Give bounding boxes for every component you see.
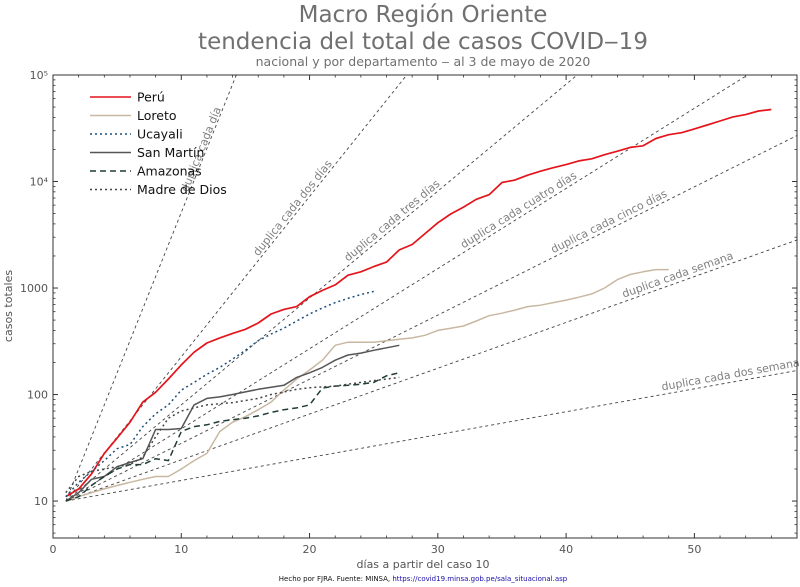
- footer-text: Hecho por FJRA. Fuente: MINSA,: [279, 575, 393, 583]
- reference-line: [65, 135, 797, 502]
- x-tick-label: 20: [303, 543, 317, 556]
- series-lines: [65, 108, 772, 502]
- chart-title: Macro Región Oriente: [299, 2, 548, 28]
- legend-label: San Martín: [137, 145, 204, 160]
- x-axis-label: días a partir del caso 10: [357, 558, 490, 571]
- series-line: [65, 372, 400, 502]
- x-tick-label: 10: [174, 543, 188, 556]
- legend-label: Amazonas: [137, 164, 202, 179]
- x-tick-label: 50: [687, 543, 701, 556]
- chart-subtitle: nacional y por departamento ‒ al 3 de ma…: [256, 54, 591, 69]
- y-tick-label: 10⁵: [30, 69, 48, 82]
- series-line: [65, 344, 400, 502]
- y-tick-label: 100: [27, 389, 48, 402]
- reference-lines: [65, 75, 797, 502]
- reference-line: [65, 75, 578, 502]
- series-line: [65, 376, 400, 494]
- axis-ticks: 0 10 20 30 40 50 10 100 1000 10⁴ 10⁵: [20, 69, 798, 556]
- reference-line-label: duplica cada semana: [620, 249, 735, 301]
- chart-title-line2: tendencia del total de casos COVID‒19: [198, 29, 648, 55]
- y-axis-label: casos totales: [2, 270, 15, 342]
- reference-line-label: duplica cada dos días: [250, 157, 335, 258]
- reference-line-label: duplica cada tres días: [342, 177, 443, 264]
- legend-label: Madre de Dios: [137, 182, 227, 197]
- plot-frame: [52, 74, 798, 539]
- x-tick-label: 30: [431, 543, 445, 556]
- footer: Hecho por FJRA. Fuente: MINSA, https://c…: [279, 575, 568, 583]
- legend-label: Ucayali: [137, 127, 183, 142]
- footer-link[interactable]: https://covid19.minsa.gob.pe/sala_situac…: [392, 575, 567, 583]
- y-tick-label: 10⁴: [30, 176, 49, 189]
- series-line: [65, 290, 374, 498]
- x-tick-label: 40: [559, 543, 573, 556]
- series-line: [65, 268, 669, 502]
- reference-line: [65, 370, 797, 502]
- y-tick-label: 10: [34, 495, 48, 508]
- series-line: [65, 108, 772, 498]
- legend-label: Loreto: [137, 108, 177, 123]
- legend-label: Perú: [137, 90, 165, 105]
- y-tick-label: 1000: [20, 282, 48, 295]
- reference-line-label: duplica cada dos semanas: [661, 355, 800, 393]
- reference-line-label: duplica cada cinco días: [549, 187, 670, 256]
- x-tick-label: 0: [50, 543, 57, 556]
- legend: Perú Loreto Ucayali San Martín Amazonas Madre…: [90, 90, 227, 197]
